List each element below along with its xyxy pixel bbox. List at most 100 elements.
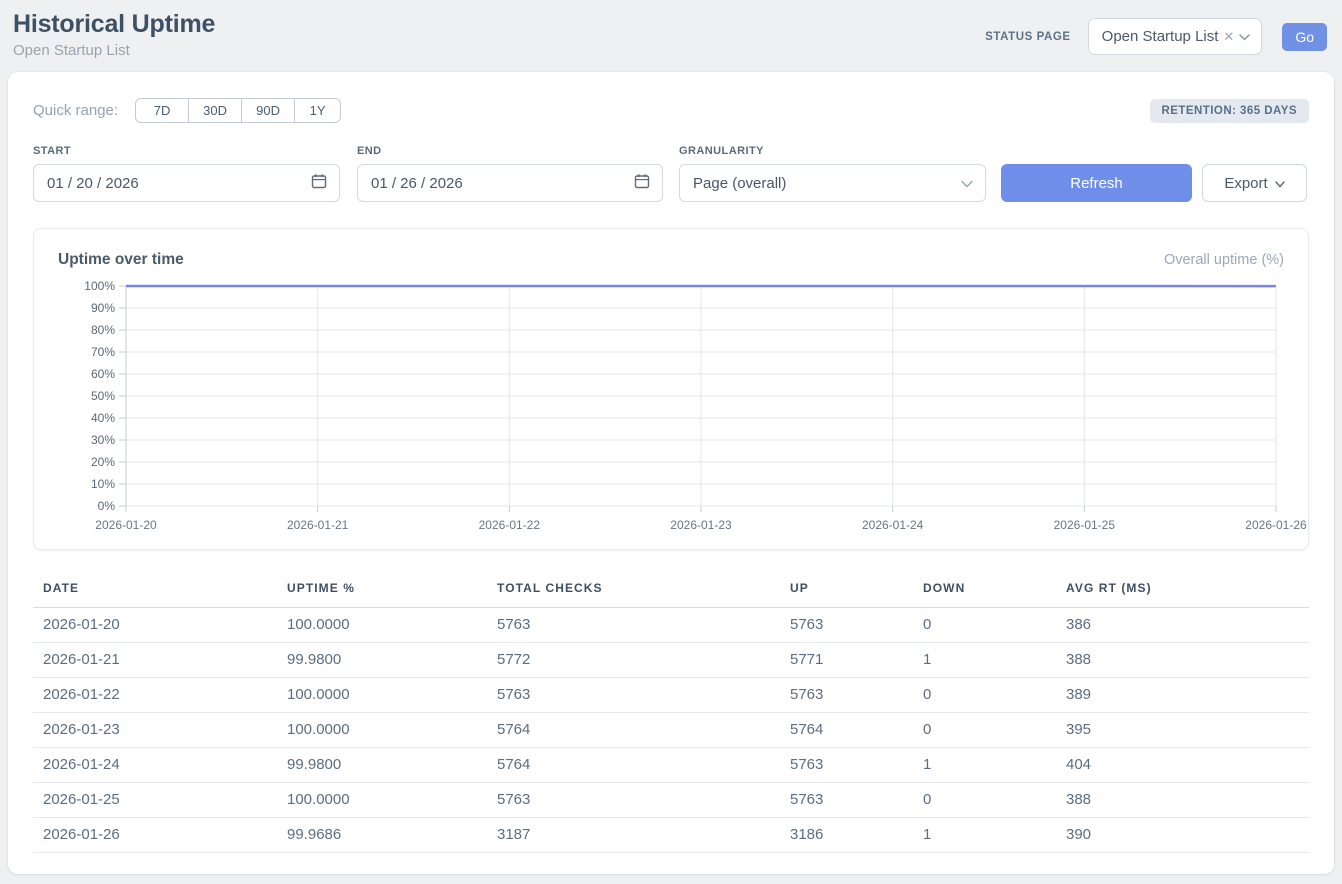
svg-text:30%: 30% bbox=[91, 433, 115, 447]
calendar-icon[interactable] bbox=[311, 173, 327, 193]
table-cell: 2026-01-23 bbox=[33, 713, 277, 748]
table-cell: 388 bbox=[1056, 643, 1309, 678]
start-date-input[interactable]: 01 / 20 / 2026 bbox=[33, 164, 340, 202]
table-cell: 2026-01-24 bbox=[33, 748, 277, 783]
export-label: Export bbox=[1224, 175, 1267, 192]
quick-range-30d[interactable]: 30D bbox=[188, 98, 242, 123]
table-cell: 0 bbox=[913, 608, 1056, 643]
table-cell: 5763 bbox=[780, 678, 913, 713]
table-row: 2026-01-22100.0000576357630389 bbox=[33, 678, 1309, 713]
main-panel: Quick range: 7D30D90D1Y RETENTION: 365 D… bbox=[8, 72, 1334, 874]
status-page-select[interactable]: Open Startup List ✕ bbox=[1088, 18, 1263, 55]
svg-text:2026-01-23: 2026-01-23 bbox=[670, 518, 732, 532]
table-cell: 2026-01-22 bbox=[33, 678, 277, 713]
table-cell: 5763 bbox=[780, 748, 913, 783]
page-subtitle: Open Startup List bbox=[13, 42, 215, 59]
refresh-button[interactable]: Refresh bbox=[1001, 164, 1192, 202]
granularity-field: GRANULARITY Page (overall) bbox=[679, 145, 986, 202]
start-field: START 01 / 20 / 2026 bbox=[33, 145, 340, 202]
svg-text:60%: 60% bbox=[91, 367, 115, 381]
clear-selection-icon[interactable]: ✕ bbox=[1223, 30, 1234, 43]
table-row: 2026-01-25100.0000576357630388 bbox=[33, 783, 1309, 818]
svg-text:100%: 100% bbox=[84, 279, 115, 293]
table-cell: 3187 bbox=[487, 818, 780, 853]
svg-text:0%: 0% bbox=[98, 499, 116, 513]
table-cell: 5771 bbox=[780, 643, 913, 678]
start-date-value: 01 / 20 / 2026 bbox=[47, 175, 139, 192]
granularity-select[interactable]: Page (overall) bbox=[679, 164, 986, 202]
start-label: START bbox=[33, 145, 340, 157]
table-cell: 386 bbox=[1056, 608, 1309, 643]
go-button[interactable]: Go bbox=[1282, 23, 1327, 51]
table-row: 2026-01-2699.9686318731861390 bbox=[33, 818, 1309, 853]
column-header: AVG RT (MS) bbox=[1056, 575, 1309, 608]
quick-range-group: 7D30D90D1Y bbox=[135, 98, 341, 123]
uptime-line-chart: 0%10%20%30%40%50%60%70%80%90%100%2026-01… bbox=[58, 277, 1284, 539]
granularity-label: GRANULARITY bbox=[679, 145, 986, 157]
table-cell: 388 bbox=[1056, 783, 1309, 818]
svg-text:2026-01-25: 2026-01-25 bbox=[1054, 518, 1116, 532]
table-cell: 1 bbox=[913, 818, 1056, 853]
table-body: 2026-01-20100.00005763576303862026-01-21… bbox=[33, 608, 1309, 853]
table-row: 2026-01-20100.0000576357630386 bbox=[33, 608, 1309, 643]
quick-range-row: Quick range: 7D30D90D1Y RETENTION: 365 D… bbox=[33, 98, 1309, 123]
quick-range-label: Quick range: bbox=[33, 102, 118, 119]
table-cell: 5763 bbox=[487, 608, 780, 643]
svg-text:2026-01-24: 2026-01-24 bbox=[862, 518, 924, 532]
status-page-select-value: Open Startup List bbox=[1102, 28, 1219, 45]
chevron-down-icon bbox=[1239, 28, 1250, 45]
chart-legend: Overall uptime (%) bbox=[1164, 252, 1284, 268]
header-right: STATUS PAGE Open Startup List ✕ Go bbox=[985, 18, 1327, 55]
title-block: Historical Uptime Open Startup List bbox=[13, 10, 215, 59]
column-header: UPTIME % bbox=[277, 575, 487, 608]
chart-card: Uptime over time Overall uptime (%) 0% 10… bbox=[33, 228, 1309, 550]
svg-text:2026-01-21: 2026-01-21 bbox=[287, 518, 349, 532]
export-button[interactable]: Export bbox=[1202, 164, 1307, 202]
table-cell: 99.9800 bbox=[277, 643, 487, 678]
granularity-value: Page (overall) bbox=[693, 175, 786, 192]
table-cell: 5763 bbox=[487, 678, 780, 713]
quick-range-7d[interactable]: 7D bbox=[135, 98, 189, 123]
svg-text:20%: 20% bbox=[91, 455, 115, 469]
retention-badge: RETENTION: 365 DAYS bbox=[1150, 99, 1310, 123]
column-header: DATE bbox=[33, 575, 277, 608]
calendar-icon[interactable] bbox=[634, 173, 650, 193]
table-cell: 100.0000 bbox=[277, 678, 487, 713]
table-cell: 2026-01-21 bbox=[33, 643, 277, 678]
table-cell: 2026-01-26 bbox=[33, 818, 277, 853]
page-title: Historical Uptime bbox=[13, 10, 215, 39]
svg-text:2026-01-26: 2026-01-26 bbox=[1245, 518, 1307, 532]
table-cell: 2026-01-25 bbox=[33, 783, 277, 818]
chart-title: Uptime over time bbox=[58, 251, 184, 269]
chart-header: Uptime over time Overall uptime (%) bbox=[58, 251, 1284, 269]
filter-row: START 01 / 20 / 2026 END 01 / 26 / 2026 … bbox=[33, 145, 1309, 202]
svg-text:2026-01-22: 2026-01-22 bbox=[479, 518, 541, 532]
svg-text:50%: 50% bbox=[91, 389, 115, 403]
table-cell: 2026-01-20 bbox=[33, 608, 277, 643]
svg-text:90%: 90% bbox=[91, 301, 115, 315]
table-cell: 5763 bbox=[487, 783, 780, 818]
table-cell: 5764 bbox=[487, 713, 780, 748]
quick-range-1y[interactable]: 1Y bbox=[294, 98, 341, 123]
table-cell: 99.9800 bbox=[277, 748, 487, 783]
table-row: 2026-01-2499.9800576457631404 bbox=[33, 748, 1309, 783]
chevron-down-icon bbox=[961, 175, 973, 192]
table-cell: 100.0000 bbox=[277, 713, 487, 748]
table-cell: 5763 bbox=[780, 608, 913, 643]
table-cell: 3186 bbox=[780, 818, 913, 853]
column-header: TOTAL CHECKS bbox=[487, 575, 780, 608]
status-page-label: STATUS PAGE bbox=[985, 31, 1071, 43]
svg-text:70%: 70% bbox=[91, 345, 115, 359]
column-header: DOWN bbox=[913, 575, 1056, 608]
svg-text:10%: 10% bbox=[91, 477, 115, 491]
uptime-table: DATEUPTIME %TOTAL CHECKSUPDOWNAVG RT (MS… bbox=[33, 575, 1309, 853]
table-cell: 100.0000 bbox=[277, 783, 487, 818]
table-cell: 395 bbox=[1056, 713, 1309, 748]
table-head: DATEUPTIME %TOTAL CHECKSUPDOWNAVG RT (MS… bbox=[33, 575, 1309, 608]
svg-text:2026-01-20: 2026-01-20 bbox=[95, 518, 157, 532]
page-header: Historical Uptime Open Startup List STAT… bbox=[0, 0, 1342, 66]
quick-range-90d[interactable]: 90D bbox=[241, 98, 295, 123]
table-cell: 5763 bbox=[780, 783, 913, 818]
end-date-input[interactable]: 01 / 26 / 2026 bbox=[357, 164, 663, 202]
table-cell: 0 bbox=[913, 678, 1056, 713]
